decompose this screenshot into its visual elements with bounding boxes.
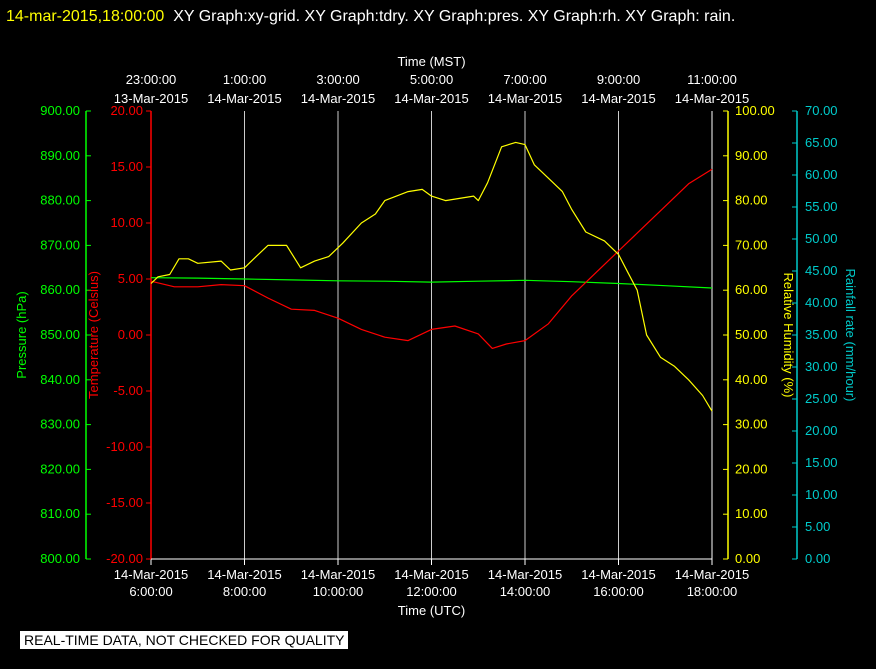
top-tick-label-time: 9:00:00	[597, 72, 640, 87]
title-graphs: XY Graph:xy-grid. XY Graph:tdry. XY Grap…	[173, 8, 736, 25]
x-tick-label-date: 14-Mar-2015	[581, 567, 655, 582]
rainfall-tick-label: 60.00	[805, 167, 838, 182]
humidity-tick-label: 100.00	[735, 103, 775, 118]
rainfall-tick-label: 20.00	[805, 423, 838, 438]
x-tick-label-time: 10:00:00	[313, 584, 364, 599]
top-tick-label-date: 14-Mar-2015	[301, 91, 375, 106]
rainfall-tick-label: 55.00	[805, 199, 838, 214]
x-tick-label-date: 14-Mar-2015	[114, 567, 188, 582]
top-tick-label-date: 14-Mar-2015	[394, 91, 468, 106]
pressure-tick-label: 850.00	[40, 327, 80, 342]
x-tick-label-date: 14-Mar-2015	[488, 567, 562, 582]
humidity-tick-label: 80.00	[735, 193, 768, 208]
pressure-tick-label: 810.00	[40, 506, 80, 521]
top-axis-label: Time (MST)	[397, 54, 465, 69]
top-tick-label-date: 14-Mar-2015	[207, 91, 281, 106]
x-tick-label-time: 8:00:00	[223, 584, 266, 599]
x-tick-label-date: 14-Mar-2015	[675, 567, 749, 582]
top-tick-label-time: 23:00:00	[126, 72, 177, 87]
humidity-tick-label: 70.00	[735, 237, 768, 252]
quality-note: REAL-TIME DATA, NOT CHECKED FOR QUALITY	[20, 631, 349, 649]
rainfall-tick-label: 35.00	[805, 327, 838, 342]
top-tick-label-date: 14-Mar-2015	[675, 91, 749, 106]
rainfall-tick-label: 5.00	[805, 519, 830, 534]
top-tick-label-time: 3:00:00	[316, 72, 359, 87]
top-tick-label-date: 14-Mar-2015	[581, 91, 655, 106]
rainfall-tick-label: 65.00	[805, 135, 838, 150]
humidity-tick-label: 20.00	[735, 461, 768, 476]
rainfall-tick-label: 50.00	[805, 231, 838, 246]
rainfall-tick-label: 45.00	[805, 263, 838, 278]
rainfall-axis-title: Rainfall rate (mm/hour)	[843, 269, 858, 402]
rainfall-tick-label: 40.00	[805, 295, 838, 310]
pressure-series-line	[150, 277, 713, 289]
temperature-tick-label: 0.00	[118, 327, 143, 342]
temperature-tick-label: -15.00	[106, 495, 143, 510]
humidity-tick-label: 60.00	[735, 282, 768, 297]
humidity-tick-label: 90.00	[735, 148, 768, 163]
rainfall-tick-label: 70.00	[805, 103, 838, 118]
pressure-tick-label: 860.00	[40, 282, 80, 297]
temperature-tick-label: 20.00	[110, 103, 143, 118]
x-tick-label-time: 12:00:00	[406, 584, 457, 599]
humidity-tick-label: 40.00	[735, 372, 768, 387]
top-tick-label-time: 11:00:00	[687, 72, 737, 87]
rainfall-tick-label: 15.00	[805, 455, 838, 470]
pressure-tick-label: 880.00	[40, 193, 80, 208]
pressure-tick-label: 890.00	[40, 148, 80, 163]
humidity-axis-title: Relative Humidity (%)	[781, 273, 796, 398]
pressure-tick-label: 820.00	[40, 461, 80, 476]
rainfall-tick-label: 25.00	[805, 391, 838, 406]
pressure-tick-label: 800.00	[40, 551, 80, 566]
humidity-tick-label: 10.00	[735, 506, 768, 521]
temperature-tick-label: -5.00	[113, 383, 143, 398]
pressure-tick-label: 830.00	[40, 417, 80, 432]
temperature-series-line	[150, 168, 713, 349]
temperature-tick-label: -10.00	[106, 439, 143, 454]
humidity-series-line	[150, 141, 713, 412]
temperature-tick-label: -20.00	[106, 551, 143, 566]
x-tick-label-time: 18:00:00	[687, 584, 738, 599]
chart-title: 14-mar-2015,18:00:00 XY Graph:xy-grid. X…	[6, 4, 866, 30]
temperature-axis-title: Temperature (Celsius)	[86, 271, 101, 399]
title-date: 14-mar-2015,18:00:00	[6, 8, 165, 25]
x-tick-label-date: 14-Mar-2015	[301, 567, 375, 582]
pressure-tick-label: 840.00	[40, 372, 80, 387]
rainfall-tick-label: 10.00	[805, 487, 838, 502]
top-tick-label-date: 14-Mar-2015	[488, 91, 562, 106]
x-tick-label-date: 14-Mar-2015	[394, 567, 468, 582]
top-tick-label-time: 1:00:00	[223, 72, 266, 87]
humidity-tick-label: 0.00	[735, 551, 760, 566]
pressure-axis-title: Pressure (hPa)	[14, 291, 29, 378]
pressure-tick-label: 870.00	[40, 237, 80, 252]
humidity-tick-label: 50.00	[735, 327, 768, 342]
rainfall-tick-label: 30.00	[805, 359, 838, 374]
rainfall-tick-label: 0.00	[805, 551, 830, 566]
top-tick-label-time: 7:00:00	[503, 72, 546, 87]
top-tick-label-date: 13-Mar-2015	[114, 91, 188, 106]
pressure-tick-label: 900.00	[40, 103, 80, 118]
x-tick-label-time: 16:00:00	[593, 584, 644, 599]
x-tick-label-time: 6:00:00	[129, 584, 172, 599]
temperature-tick-label: 10.00	[110, 215, 143, 230]
temperature-tick-label: 15.00	[110, 159, 143, 174]
temperature-tick-label: 5.00	[118, 271, 143, 286]
x-tick-label-date: 14-Mar-2015	[207, 567, 281, 582]
top-tick-label-time: 5:00:00	[410, 72, 453, 87]
humidity-tick-label: 30.00	[735, 417, 768, 432]
x-axis-label: Time (UTC)	[398, 603, 465, 618]
x-tick-label-time: 14:00:00	[500, 584, 551, 599]
